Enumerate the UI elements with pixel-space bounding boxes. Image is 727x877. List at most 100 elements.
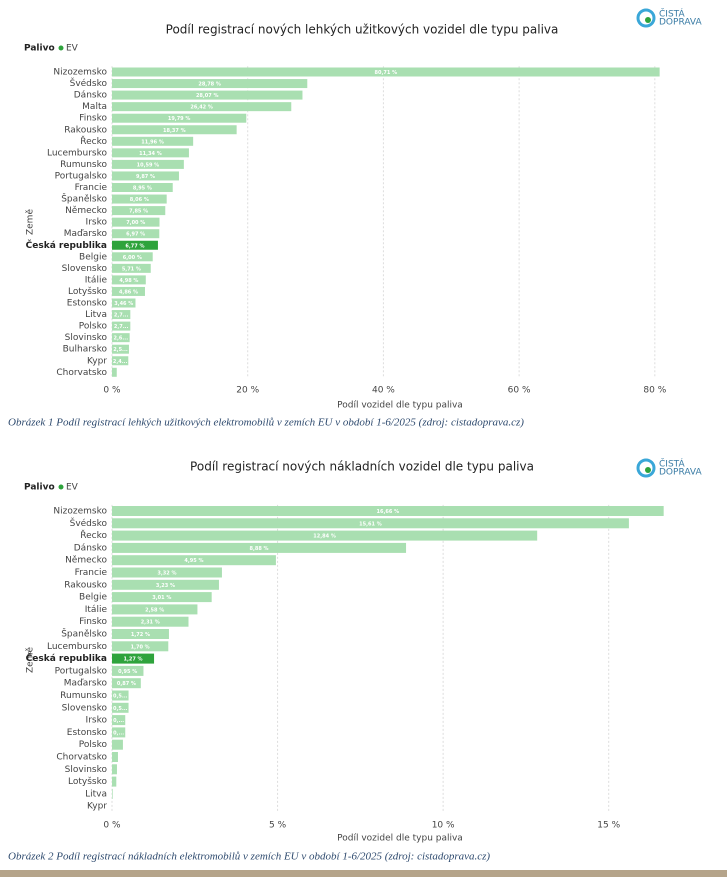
value-label: 10,59 % (137, 162, 160, 168)
category-label: Francie (75, 183, 108, 193)
bar (112, 629, 169, 639)
category-label: Maďarsko (64, 679, 108, 689)
value-label: 9,87 % (136, 174, 155, 180)
value-label: 3,32 % (157, 571, 176, 577)
bar (112, 310, 131, 320)
logo-icon (636, 458, 656, 478)
value-label: 2,58 % (145, 607, 164, 613)
category-label: Lotyšsko (68, 776, 107, 787)
category-label: Finsko (79, 114, 107, 124)
category-label: Francie (75, 568, 108, 578)
value-label: 7,00 % (126, 220, 145, 226)
value-label: 4,86 % (119, 289, 138, 295)
category-label: Maďarsko (64, 229, 108, 239)
bar (112, 739, 123, 750)
legend-marker (58, 484, 64, 490)
bar (112, 206, 166, 216)
bar (112, 567, 222, 578)
logo-icon (636, 8, 656, 28)
bar (112, 715, 126, 726)
bar (112, 240, 158, 250)
value-label: 7,85 % (129, 209, 148, 215)
bar (112, 159, 184, 169)
logo-text: DOPRAVA (659, 468, 702, 478)
value-label: 0,... (113, 718, 124, 724)
category-label: Slovinsko (65, 333, 108, 343)
bar (112, 604, 198, 615)
value-label: 0,95 % (118, 669, 137, 675)
caption: Obrázek 2 Podíl registrací nákladních el… (8, 851, 490, 863)
bar (112, 542, 407, 553)
value-label: 3,01 % (152, 595, 171, 601)
bar (112, 592, 212, 603)
value-label: 2,7... (114, 324, 129, 330)
value-label: 4,98 % (119, 278, 138, 284)
category-label: Dánsko (74, 543, 108, 553)
value-label: 18,37 % (163, 128, 186, 134)
y-axis-title: Země (26, 209, 36, 235)
logo-icon-dot (645, 17, 651, 23)
category-label: Itálie (85, 605, 108, 615)
value-label: 8,95 % (133, 186, 152, 192)
bar (112, 263, 151, 273)
value-label: 4,95 % (184, 558, 203, 564)
bar (112, 286, 145, 296)
category-label: Itálie (85, 275, 108, 285)
bar (112, 788, 113, 799)
category-label: Finsko (79, 617, 107, 627)
bar (112, 367, 117, 377)
bar (112, 764, 117, 775)
chart-title: Podíl registrací nových nákladních vozid… (190, 460, 534, 474)
bar (112, 752, 118, 762)
bar (112, 125, 237, 135)
bar (112, 653, 155, 664)
value-label: 16,66 % (377, 509, 400, 515)
x-tick-label: 80 % (643, 386, 666, 396)
category-label: Kypr (87, 802, 107, 812)
category-label: Řecko (80, 136, 107, 147)
value-label: 8,88 % (249, 546, 268, 552)
value-label: 0,5... (113, 694, 128, 700)
category-label: Irsko (86, 218, 108, 228)
logo-icon-dot (645, 467, 651, 473)
category-label: Nizozemsko (53, 507, 107, 517)
bottom-strip (0, 870, 727, 877)
category-label: Litva (85, 310, 107, 320)
value-label: 28,07 % (196, 93, 219, 99)
category-label: Lucembursko (47, 148, 108, 158)
value-label: 11,96 % (141, 139, 164, 145)
bar (112, 690, 129, 701)
x-tick-label: 60 % (508, 386, 531, 396)
value-label: 80,71 % (375, 70, 398, 76)
logo-text: ČISTÁ (659, 8, 685, 20)
category-label: Španělsko (61, 193, 107, 205)
category-label: Rumunsko (60, 691, 107, 701)
logo-text: DOPRAVA (659, 18, 702, 28)
caption: Obrázek 1 Podíl registrací lehkých užitk… (8, 417, 524, 429)
bar (112, 321, 131, 331)
value-label: 12,84 % (313, 534, 336, 540)
bar (112, 333, 130, 343)
category-label: Chorvatsko (56, 753, 107, 763)
chart-title: Podíl registrací nových lehkých užitkový… (166, 23, 559, 37)
value-label: 2,6... (114, 336, 129, 342)
value-label: 2,7... (114, 313, 129, 319)
category-label: Švédsko (70, 517, 108, 529)
category-label: Portugalsko (55, 171, 108, 181)
bar (112, 579, 219, 590)
bar (112, 665, 144, 676)
x-tick-label: 0 % (103, 821, 121, 831)
category-label: Malta (82, 102, 107, 112)
logo-text: ČISTÁ (659, 458, 685, 470)
bar (112, 356, 129, 366)
x-tick-label: 0 % (103, 386, 121, 396)
category-label: Belgie (79, 252, 107, 262)
category-label: Česká republika (26, 239, 107, 251)
value-label: 6,00 % (123, 255, 142, 261)
value-label: 8,06 % (130, 197, 149, 203)
bar (112, 252, 153, 262)
category-label: Švédsko (70, 77, 108, 89)
x-axis-title: Podíl vozidel dle typu paliva (337, 401, 463, 411)
x-tick-label: 5 % (269, 821, 287, 831)
bar (112, 136, 194, 146)
